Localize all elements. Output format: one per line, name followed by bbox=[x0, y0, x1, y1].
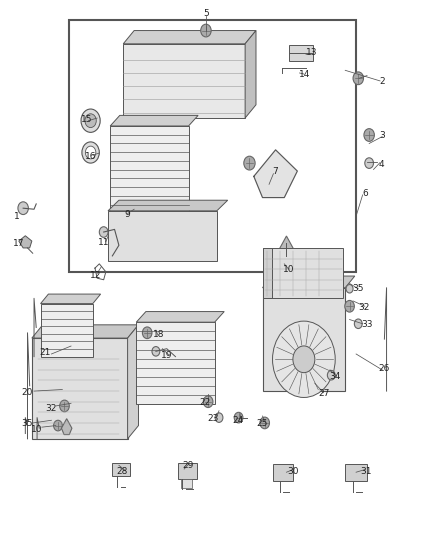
Polygon shape bbox=[245, 30, 256, 118]
Text: 19: 19 bbox=[161, 351, 173, 360]
Text: 10: 10 bbox=[32, 425, 43, 434]
Polygon shape bbox=[108, 200, 228, 211]
Text: 17: 17 bbox=[13, 239, 25, 248]
Circle shape bbox=[203, 396, 213, 408]
Circle shape bbox=[18, 202, 28, 215]
Bar bbox=[345, 464, 367, 481]
Bar bbox=[273, 464, 293, 481]
Text: 4: 4 bbox=[378, 160, 384, 168]
Text: 1: 1 bbox=[14, 212, 20, 221]
Circle shape bbox=[215, 413, 223, 422]
Text: 35: 35 bbox=[21, 419, 32, 429]
Text: 16: 16 bbox=[85, 152, 96, 161]
Polygon shape bbox=[262, 276, 355, 288]
Polygon shape bbox=[123, 30, 256, 44]
Bar bbox=[178, 463, 197, 479]
Polygon shape bbox=[41, 294, 101, 304]
Circle shape bbox=[346, 285, 353, 293]
Circle shape bbox=[345, 301, 354, 312]
Text: 30: 30 bbox=[287, 467, 299, 476]
Circle shape bbox=[272, 321, 335, 398]
Circle shape bbox=[85, 146, 96, 159]
Bar bbox=[69, 20, 356, 272]
Polygon shape bbox=[19, 236, 32, 248]
Text: 11: 11 bbox=[98, 238, 110, 247]
Bar bbox=[113, 463, 130, 476]
Text: 12: 12 bbox=[90, 271, 101, 280]
Circle shape bbox=[260, 417, 269, 429]
Bar bbox=[41, 304, 93, 357]
Polygon shape bbox=[254, 150, 297, 198]
Bar bbox=[262, 248, 343, 298]
Bar bbox=[108, 211, 217, 261]
Text: 2: 2 bbox=[379, 77, 385, 86]
Text: 25: 25 bbox=[257, 419, 268, 429]
Text: 20: 20 bbox=[22, 388, 33, 397]
Text: 21: 21 bbox=[39, 349, 51, 358]
Circle shape bbox=[327, 370, 335, 380]
Text: 31: 31 bbox=[360, 467, 372, 476]
Text: 27: 27 bbox=[318, 389, 330, 398]
Polygon shape bbox=[262, 248, 272, 298]
Text: 22: 22 bbox=[199, 398, 210, 407]
Text: 35: 35 bbox=[353, 284, 364, 293]
Circle shape bbox=[142, 327, 152, 338]
Text: 13: 13 bbox=[306, 48, 318, 57]
Circle shape bbox=[234, 413, 243, 423]
Polygon shape bbox=[127, 325, 138, 439]
Circle shape bbox=[353, 72, 364, 85]
Text: 32: 32 bbox=[358, 303, 370, 312]
Polygon shape bbox=[110, 115, 198, 126]
Circle shape bbox=[354, 319, 362, 328]
Circle shape bbox=[81, 109, 100, 132]
Bar bbox=[32, 338, 127, 439]
Bar bbox=[181, 479, 191, 488]
Polygon shape bbox=[136, 312, 224, 322]
Bar bbox=[262, 288, 345, 391]
Circle shape bbox=[60, 400, 69, 412]
Circle shape bbox=[244, 156, 255, 170]
Text: 6: 6 bbox=[362, 189, 367, 198]
Bar bbox=[136, 322, 215, 405]
Text: 34: 34 bbox=[329, 372, 341, 381]
Text: 18: 18 bbox=[153, 330, 165, 339]
Text: 14: 14 bbox=[299, 70, 311, 79]
Circle shape bbox=[365, 158, 374, 168]
Bar bbox=[110, 126, 188, 214]
Text: 32: 32 bbox=[46, 403, 57, 413]
Text: 33: 33 bbox=[361, 320, 373, 329]
Circle shape bbox=[53, 420, 62, 431]
Circle shape bbox=[201, 24, 211, 37]
Bar bbox=[123, 44, 245, 118]
Bar bbox=[289, 45, 313, 61]
Text: 23: 23 bbox=[208, 414, 219, 423]
Text: 7: 7 bbox=[273, 167, 279, 176]
Text: 28: 28 bbox=[117, 467, 128, 476]
Circle shape bbox=[82, 142, 99, 163]
Text: 15: 15 bbox=[81, 115, 93, 124]
Text: 24: 24 bbox=[232, 416, 244, 425]
Circle shape bbox=[99, 227, 108, 237]
Circle shape bbox=[364, 128, 374, 141]
Circle shape bbox=[293, 346, 315, 373]
Text: 10: 10 bbox=[283, 265, 294, 274]
Text: 29: 29 bbox=[182, 461, 193, 470]
Polygon shape bbox=[61, 419, 72, 434]
Text: 26: 26 bbox=[379, 365, 390, 373]
Text: 3: 3 bbox=[379, 131, 385, 140]
Text: 5: 5 bbox=[203, 9, 209, 18]
Circle shape bbox=[85, 114, 96, 127]
Text: 9: 9 bbox=[125, 210, 131, 219]
Polygon shape bbox=[32, 325, 138, 338]
Circle shape bbox=[152, 346, 160, 356]
Polygon shape bbox=[280, 236, 293, 256]
